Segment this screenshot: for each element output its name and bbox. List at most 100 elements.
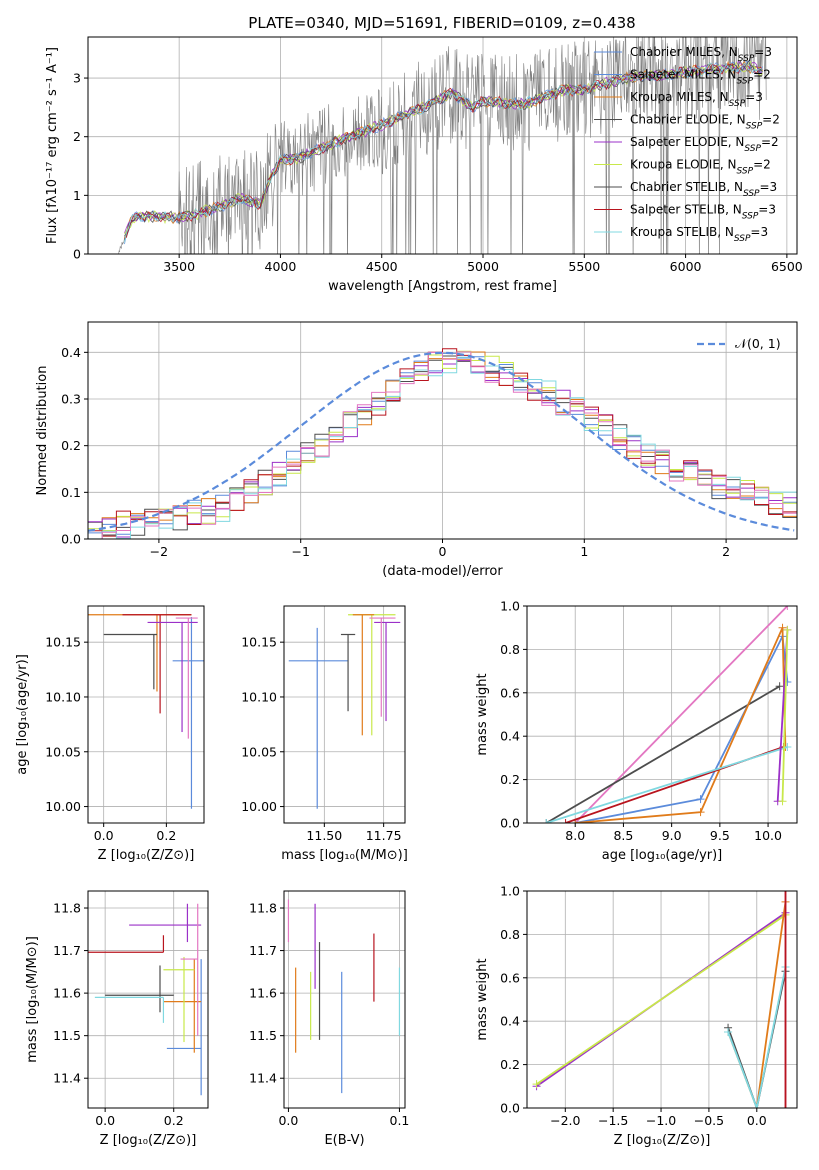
plus-marker bbox=[783, 625, 792, 634]
y-tick-label: 0.1 bbox=[61, 485, 81, 500]
y-tick-label: 0.3 bbox=[61, 392, 81, 407]
x-axis-label: Z [log₁₀(Z/Z⊙)] bbox=[98, 848, 195, 863]
mass-weight-line bbox=[536, 914, 787, 1085]
x-tick-label: 0.2 bbox=[156, 828, 176, 843]
x-tick-label: 6000 bbox=[670, 259, 702, 274]
y-axis-label: mass [log₁₀(M/M⊙)] bbox=[25, 936, 40, 1063]
y-tick-label: 11.4 bbox=[249, 1071, 277, 1086]
x-tick-label: −0.5 bbox=[694, 1113, 724, 1128]
y-tick-label: 0.6 bbox=[500, 970, 520, 985]
y-tick-label: 10.15 bbox=[45, 635, 81, 650]
grid bbox=[88, 891, 208, 1108]
x-tick-label: 0.0 bbox=[278, 1113, 298, 1128]
legend-label-subscript: SSP bbox=[744, 144, 761, 154]
plus-marker bbox=[778, 797, 787, 806]
legend-label-subscript: SSP bbox=[743, 189, 760, 199]
x-tick-label: −2 bbox=[150, 544, 168, 559]
figure-title: PLATE=0340, MJD=51691, FIBERID=0109, z=0… bbox=[248, 14, 635, 32]
y-tick-label: 1 bbox=[73, 188, 81, 203]
y-tick-label: 0.4 bbox=[500, 1014, 520, 1029]
mass-weight-line bbox=[575, 627, 787, 823]
axes-frame bbox=[526, 890, 798, 1109]
legend-label-count: =3 bbox=[750, 225, 768, 239]
y-tick-label: 10.05 bbox=[45, 744, 81, 759]
y-tick-label: 10.10 bbox=[45, 689, 81, 704]
x-tick-label: 11.50 bbox=[306, 828, 342, 843]
y-axis-label: Flux [fλ10⁻¹⁷ erg cm⁻² s⁻¹ A⁻¹] bbox=[45, 47, 60, 244]
mass-weight-line bbox=[781, 629, 789, 802]
normal-distribution-curve bbox=[88, 351, 795, 532]
histogram-step bbox=[88, 351, 797, 539]
plus-marker bbox=[783, 606, 792, 610]
y-tick-label: 11.7 bbox=[249, 943, 277, 958]
legend-label-subscript: SSP bbox=[737, 167, 754, 177]
panel-mass_vs_ebv: 0.0 0.1 11.4 11.5 11.6 11.7 11.8 E(B-V) bbox=[249, 890, 410, 1148]
plus-marker bbox=[542, 819, 551, 823]
mass-weight-line bbox=[575, 633, 789, 823]
x-tick-label: −2.0 bbox=[550, 1113, 580, 1128]
legend-label-count: =3 bbox=[760, 180, 778, 194]
x-tick-label: 1 bbox=[580, 544, 588, 559]
model-spectrum-line bbox=[124, 60, 763, 240]
y-tick-label: 0.4 bbox=[61, 345, 81, 360]
panel-age_vs_mass: 11.50 11.75 10.00 10.05 10.10 10.15 mass [log₁… bbox=[241, 605, 408, 863]
observed-spectrum-line bbox=[118, 37, 767, 254]
x-tick-label: 0.0 bbox=[95, 1113, 115, 1128]
y-axis-label: mass weight bbox=[475, 958, 490, 1040]
axes-frame bbox=[87, 36, 798, 255]
x-tick-label: 5000 bbox=[467, 259, 499, 274]
x-tick-label: 8.0 bbox=[565, 828, 585, 843]
y-tick-label: 0.0 bbox=[61, 532, 81, 547]
grid bbox=[88, 606, 204, 823]
y-tick-label: 10.05 bbox=[241, 744, 277, 759]
x-tick-label: 11.75 bbox=[366, 828, 402, 843]
legend-label-count: =2 bbox=[753, 158, 771, 172]
axes-frame bbox=[283, 605, 406, 824]
legend-label-count: =3 bbox=[754, 45, 772, 59]
axes-frame bbox=[87, 890, 209, 1109]
y-tick-label: 0.2 bbox=[500, 1057, 520, 1072]
plot-area bbox=[532, 891, 790, 1108]
plot-area bbox=[88, 903, 202, 1096]
legend-label-count: =2 bbox=[761, 135, 779, 149]
axes-frame bbox=[526, 605, 798, 824]
y-axis-label: Normed distribution bbox=[35, 366, 50, 496]
y-tick-label: 0.8 bbox=[500, 642, 520, 657]
x-axis-label: mass [log₁₀(M/M⊙)] bbox=[281, 848, 408, 863]
x-tick-label: 9.5 bbox=[710, 828, 730, 843]
y-tick-label: 10.15 bbox=[241, 635, 277, 650]
x-tick-label: 0.0 bbox=[94, 828, 114, 843]
axes-frame bbox=[87, 605, 205, 824]
y-tick-label: 11.8 bbox=[249, 901, 277, 916]
plus-marker bbox=[752, 1104, 761, 1108]
y-tick-label: 0.2 bbox=[500, 772, 520, 787]
legend-label-count: =3 bbox=[745, 90, 763, 104]
x-axis-label: Z [log₁₀(Z/Z⊙)] bbox=[614, 1133, 711, 1148]
panel-mass_vs_Z: 0.0 0.2 11.4 11.5 11.6 11.7 11.8 Z [log₁₀(Z/Z⊙)… bbox=[25, 890, 209, 1148]
x-tick-label: 10.0 bbox=[754, 828, 782, 843]
y-tick-label: 0.0 bbox=[500, 1101, 520, 1116]
plus-marker bbox=[781, 891, 790, 895]
legend-label-count: =2 bbox=[762, 113, 780, 127]
y-tick-label: 0.6 bbox=[500, 685, 520, 700]
plot-area bbox=[287, 899, 401, 1094]
plot-area bbox=[288, 614, 401, 809]
x-tick-label: 4500 bbox=[366, 259, 398, 274]
x-tick-label: 0.1 bbox=[390, 1113, 410, 1128]
grid bbox=[284, 606, 405, 823]
plot-area bbox=[542, 606, 792, 823]
mass-weight-line bbox=[574, 606, 789, 823]
legend-label: Kroupa ELODIE, NSSP=2 bbox=[630, 158, 771, 177]
y-tick-label: 10.00 bbox=[241, 799, 277, 814]
legend-label-subscript: SSP bbox=[742, 212, 759, 222]
legend-label: Salpeter ELODIE, NSSP=2 bbox=[630, 135, 779, 154]
x-tick-label: −1.0 bbox=[646, 1113, 676, 1128]
y-tick-label: 0.2 bbox=[61, 438, 81, 453]
y-tick-label: 11.8 bbox=[53, 901, 81, 916]
legend-label: 𝒩(0, 1) bbox=[735, 336, 781, 351]
mass-weight-line bbox=[727, 966, 787, 1108]
y-tick-label: 3 bbox=[73, 71, 81, 86]
y-tick-label: 11.6 bbox=[53, 986, 81, 1001]
